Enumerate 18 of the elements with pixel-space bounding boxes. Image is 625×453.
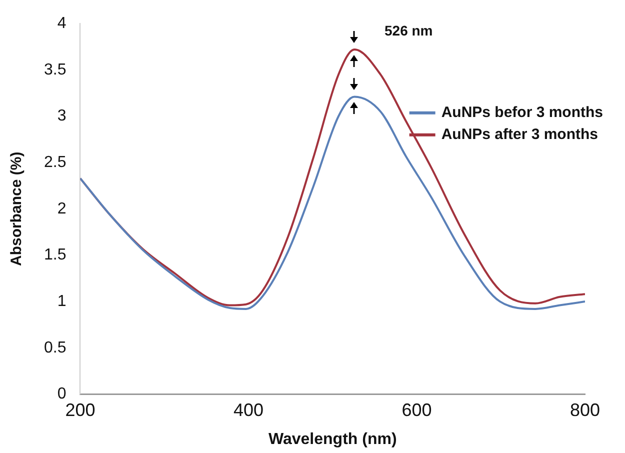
y-tick-label: 1 xyxy=(57,292,66,310)
y-tick-label: 0 xyxy=(57,386,66,403)
x-tick-label: 800 xyxy=(570,400,600,420)
legend-label: AuNPs befor 3 months xyxy=(441,104,604,122)
y-tick-label: 4 xyxy=(57,15,66,32)
y-tick-label: 1.5 xyxy=(44,246,66,264)
y-tick-label: 0.5 xyxy=(44,339,66,356)
y-tick-label: 3 xyxy=(57,108,66,125)
x-tick-label: 200 xyxy=(65,400,96,420)
annotation: 526 nm xyxy=(384,22,433,38)
y-axis-title: Absorbance (%) xyxy=(8,152,26,266)
x-tick-label: 400 xyxy=(233,400,264,420)
x-axis-title: Wavelength (nm) xyxy=(268,430,397,448)
legend-label: AuNPs after 3 months xyxy=(441,126,598,144)
y-tick-label: 2 xyxy=(57,200,66,218)
y-tick-label: 3.5 xyxy=(44,61,66,78)
y-tick-label: 2.5 xyxy=(44,154,66,171)
x-tick-label: 600 xyxy=(402,400,432,420)
